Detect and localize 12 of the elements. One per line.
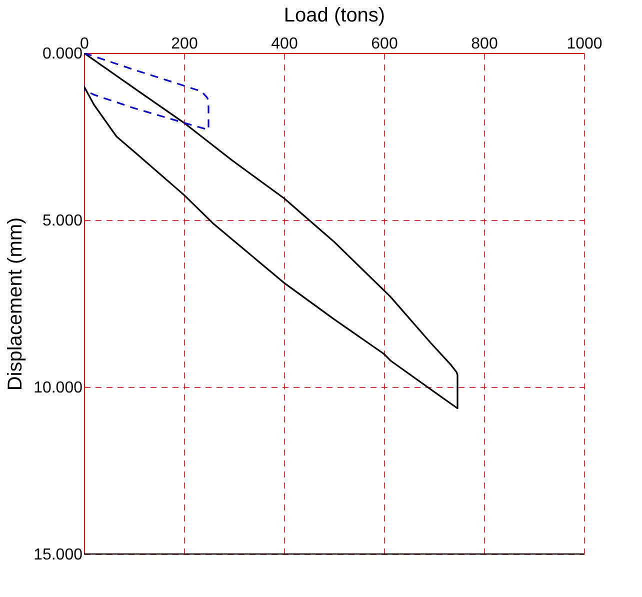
y-tick-label: 5.000 (42, 212, 83, 230)
line-series (84, 53, 458, 410)
y-tick-label: 15.000 (34, 546, 83, 564)
y-tick-label: 10.000 (34, 380, 83, 396)
x-tick-label: 800 (471, 36, 498, 52)
x-tick-label: 600 (371, 36, 398, 52)
line-series (84, 53, 210, 131)
x-tick-label: 1000 (566, 36, 602, 52)
x-tick-label: 200 (171, 36, 198, 52)
y-axis-title: Displacement (mm) (4, 217, 27, 391)
x-tick-label: 400 (271, 36, 298, 52)
x-axis-title: Load (tons) (284, 4, 386, 26)
